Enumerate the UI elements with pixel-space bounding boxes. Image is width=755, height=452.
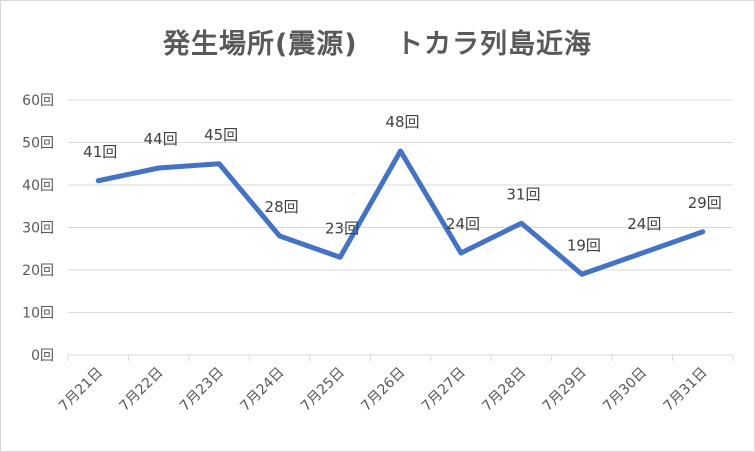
y-tick-label: 60回: [22, 93, 54, 109]
x-tick-label: 7月26日: [358, 365, 408, 415]
data-label: 29回: [688, 194, 722, 212]
data-label: 24回: [627, 215, 661, 233]
x-tick-label: 7月31日: [661, 365, 711, 415]
data-label: 44回: [144, 130, 178, 148]
y-tick-label: 0回: [31, 348, 54, 364]
x-tick-label: 7月30日: [600, 365, 650, 415]
data-label: 28回: [265, 198, 299, 216]
y-tick-label: 20回: [22, 263, 54, 279]
series-layer: [95, 148, 706, 277]
data-label: 48回: [385, 113, 419, 131]
gridlines: [68, 99, 733, 356]
series-line: [95, 148, 706, 277]
y-axis-tick-labels: 0回 10回 20回 30回 40回 50回 60回: [22, 93, 54, 364]
x-tick-label: 7月22日: [116, 365, 166, 415]
x-tick-label: 7月23日: [177, 365, 227, 415]
y-tick-label: 50回: [22, 136, 54, 152]
x-tick-label: 7月25日: [298, 365, 348, 415]
data-label: 23回: [325, 219, 359, 237]
data-label: 24回: [446, 215, 480, 233]
y-tick-label: 10回: [22, 306, 54, 322]
x-tick-label: 7月24日: [237, 365, 287, 415]
x-tick-label: 7月27日: [419, 365, 469, 415]
data-label: 41回: [83, 143, 117, 161]
x-tick-label: 7月21日: [56, 365, 106, 415]
x-tick-label: 7月29日: [540, 365, 590, 415]
data-label: 19回: [567, 236, 601, 254]
data-label: 31回: [506, 185, 540, 203]
y-tick-label: 30回: [22, 221, 54, 237]
x-tick-label: 7月28日: [479, 365, 529, 415]
y-tick-label: 40回: [22, 178, 54, 194]
data-labels: 41回 44回 45回 28回 23回 48回 24回 31回 19回 24回 29回: [83, 113, 722, 254]
data-label: 45回: [204, 126, 238, 144]
x-axis: 7月21日 7月22日 7月23日 7月24日 7月25日 7月26日 7月27日 7月28日…: [56, 355, 734, 415]
chart-title: 発生場所(震源) トカラ列島近海: [162, 29, 593, 60]
